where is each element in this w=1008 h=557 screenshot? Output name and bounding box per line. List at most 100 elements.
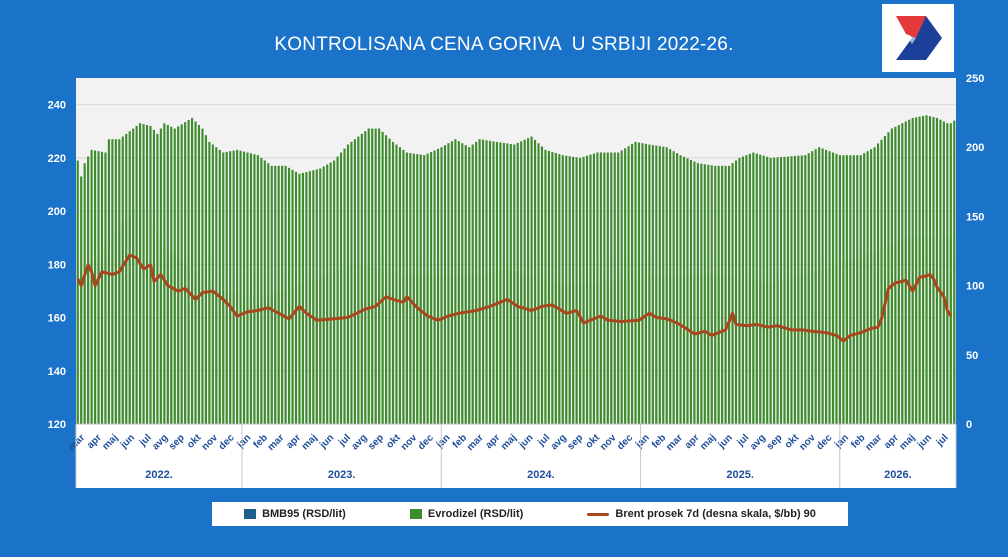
evrodizel-bar	[755, 153, 758, 424]
evrodizel-bar	[260, 157, 263, 424]
evrodizel-bar	[624, 148, 627, 424]
evrodizel-bar	[883, 136, 887, 424]
evrodizel-bar	[177, 126, 180, 424]
evrodizel-bar	[572, 156, 575, 424]
evrodizel-bar	[419, 154, 422, 424]
evrodizel-bar	[374, 128, 377, 425]
series-evrodizel-bars	[76, 115, 956, 425]
evrodizel-bar	[537, 143, 540, 424]
evrodizel-bar	[284, 165, 287, 425]
evrodizel-bar	[596, 152, 599, 424]
evrodizel-bar	[925, 115, 928, 424]
evrodizel-bar	[128, 131, 131, 424]
evrodizel-bar	[856, 155, 859, 424]
evrodizel-bar	[294, 171, 298, 424]
evrodizel-bar	[364, 131, 367, 424]
evrodizel-bar	[274, 165, 277, 425]
evrodizel-bar	[142, 124, 145, 424]
evrodizel-bar	[814, 149, 817, 424]
x-year-label: 2022.	[145, 469, 173, 481]
evrodizel-bar	[523, 139, 526, 425]
evrodizel-bar	[894, 126, 897, 425]
evrodizel-bar	[658, 146, 661, 425]
evrodizel-bar	[769, 157, 772, 424]
evrodizel-bar	[876, 143, 880, 424]
evrodizel-bar	[540, 146, 544, 425]
evrodizel-bar	[83, 163, 86, 424]
evrodizel-bar	[911, 117, 914, 424]
evrodizel-bar	[811, 151, 814, 424]
evrodizel-bar	[942, 121, 945, 424]
evrodizel-bar	[714, 165, 717, 425]
evrodizel-bar	[301, 172, 305, 424]
evrodizel-bar	[786, 156, 790, 424]
evrodizel-bar	[149, 125, 152, 425]
evrodizel-bar	[634, 141, 637, 424]
evrodizel-bar	[644, 143, 647, 424]
evrodizel-bar	[890, 128, 893, 425]
evrodizel-bar	[80, 176, 83, 424]
evrodizel-bar	[385, 135, 388, 424]
evrodizel-bar	[627, 146, 630, 425]
evrodizel-bar	[689, 159, 693, 424]
evrodizel-bar	[107, 139, 110, 424]
evrodizel-bar	[236, 149, 239, 424]
evrodizel-bar	[308, 171, 311, 424]
evrodizel-bar	[762, 155, 765, 424]
evrodizel-bar	[859, 155, 862, 424]
legend-label-brent: Brent prosek 7d (desna skala, $/bb) 90	[615, 508, 816, 520]
evrodizel-bar	[575, 157, 578, 424]
evrodizel-bar	[180, 124, 183, 425]
legend-label-evrodizel: Evrodizel (RSD/lit)	[427, 508, 524, 520]
evrodizel-bar	[845, 155, 848, 424]
x-year-label: 2025.	[726, 469, 754, 481]
evrodizel-bar	[468, 147, 471, 424]
evrodizel-bar	[672, 151, 675, 424]
evrodizel-bar	[831, 152, 835, 424]
evrodizel-bar	[721, 165, 724, 425]
evrodizel-bar	[873, 147, 876, 424]
y-right-tick-label: 200	[966, 142, 984, 154]
evrodizel-bar	[492, 141, 495, 425]
y-left-tick-label: 220	[48, 153, 66, 165]
evrodizel-bar	[319, 168, 322, 424]
evrodizel-bar	[544, 149, 547, 424]
legend-swatch-evrodizel	[409, 509, 422, 519]
evrodizel-bar	[249, 153, 253, 424]
evrodizel-bar	[533, 139, 537, 424]
evrodizel-bar	[395, 144, 398, 425]
evrodizel-bar	[132, 128, 135, 425]
evrodizel-bar	[700, 163, 703, 424]
y-right-tick-label: 50	[966, 350, 978, 362]
evrodizel-bar	[475, 141, 478, 424]
evrodizel-bar	[388, 138, 391, 425]
evrodizel-bar	[918, 116, 921, 424]
evrodizel-bar	[312, 170, 315, 424]
plot-area	[76, 78, 956, 424]
evrodizel-bar	[357, 136, 360, 425]
evrodizel-bar	[409, 153, 412, 424]
evrodizel-bar	[381, 131, 384, 424]
evrodizel-bar	[825, 149, 828, 424]
series-brent-line	[76, 253, 953, 343]
evrodizel-bar	[509, 144, 512, 424]
evrodizel-bar	[637, 142, 641, 425]
evrodizel-bar	[104, 152, 107, 424]
evrodizel-bar	[339, 152, 343, 424]
y-right-tick-label: 0	[966, 419, 972, 431]
evrodizel-bar	[454, 139, 457, 424]
evrodizel-bar	[495, 141, 499, 424]
evrodizel-bar	[464, 145, 467, 424]
evrodizel-bar	[367, 128, 370, 425]
evrodizel-bar	[707, 164, 710, 424]
evrodizel-bar	[842, 155, 845, 424]
evrodizel-bar	[727, 165, 731, 425]
evrodizel-bar	[662, 146, 665, 424]
evrodizel-bar	[215, 147, 218, 424]
evrodizel-bar	[166, 125, 169, 425]
evrodizel-bar	[402, 149, 405, 424]
evrodizel-bar	[648, 144, 651, 425]
evrodizel-bar	[499, 142, 502, 424]
evrodizel-bar	[184, 122, 187, 424]
evrodizel-bar	[766, 156, 769, 424]
